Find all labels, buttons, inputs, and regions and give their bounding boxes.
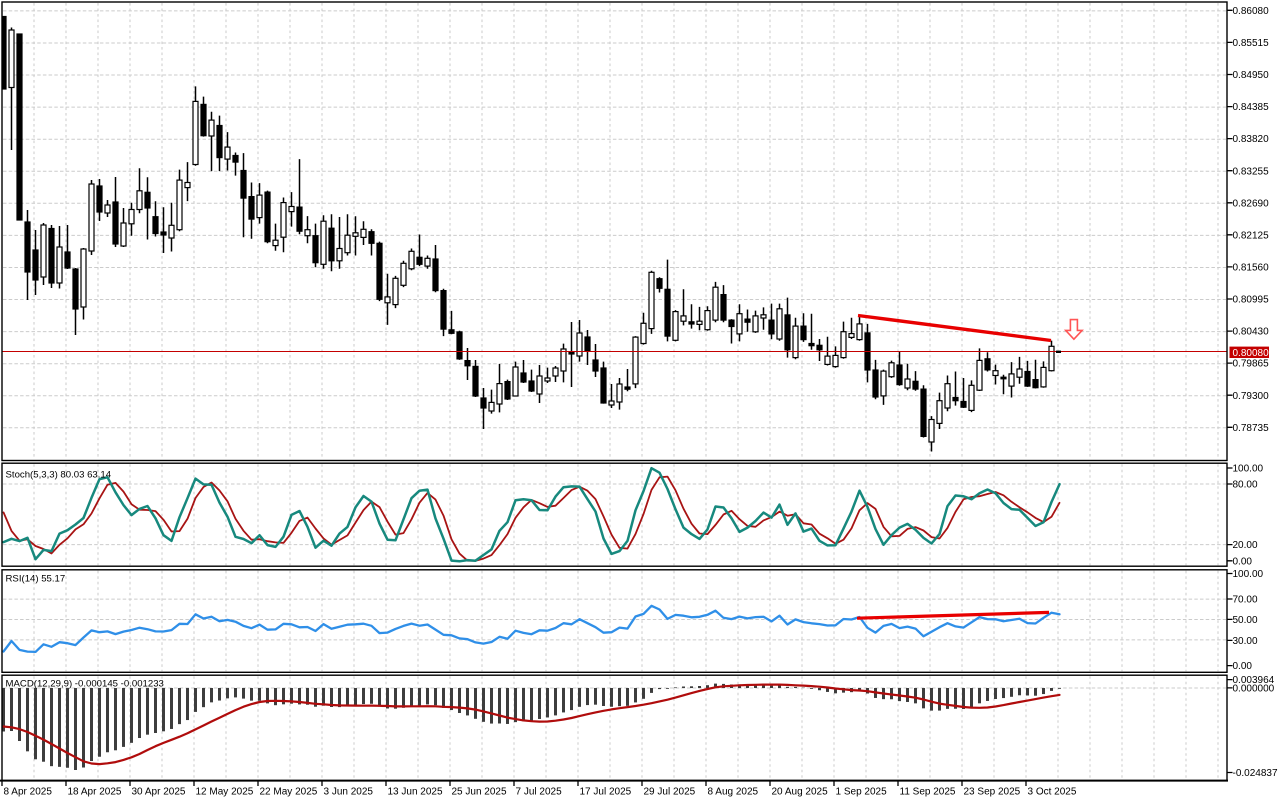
svg-text:12 May 2025: 12 May 2025 (196, 787, 254, 798)
svg-text:25 Jun 2025: 25 Jun 2025 (452, 787, 507, 798)
svg-text:3 Jun 2025: 3 Jun 2025 (324, 787, 374, 798)
svg-text:80.00: 80.00 (1233, 480, 1258, 491)
svg-text:0.80080: 0.80080 (1233, 348, 1270, 359)
svg-text:0.82125: 0.82125 (1233, 230, 1270, 241)
svg-text:0.79865: 0.79865 (1233, 359, 1270, 370)
svg-text:0.79300: 0.79300 (1233, 391, 1270, 402)
svg-text:3 Oct 2025: 3 Oct 2025 (1028, 787, 1077, 798)
svg-text:0.83820: 0.83820 (1233, 134, 1270, 145)
svg-text:30 Apr 2025: 30 Apr 2025 (132, 787, 186, 798)
svg-text:100.00: 100.00 (1233, 569, 1264, 580)
svg-text:100.00: 100.00 (1233, 464, 1264, 475)
svg-text:11 Sep 2025: 11 Sep 2025 (900, 787, 956, 798)
svg-text:0.84385: 0.84385 (1233, 102, 1270, 113)
svg-text:0.00: 0.00 (1233, 661, 1253, 672)
svg-text:20 Aug 2025: 20 Aug 2025 (772, 787, 829, 798)
svg-text:0.85515: 0.85515 (1233, 38, 1270, 49)
svg-text:23 Sep 2025: 23 Sep 2025 (964, 787, 1021, 798)
svg-text:0.84950: 0.84950 (1233, 70, 1270, 81)
svg-text:22 May 2025: 22 May 2025 (260, 787, 318, 798)
svg-text:7 Jul 2025: 7 Jul 2025 (516, 787, 563, 798)
svg-text:8 Apr 2025: 8 Apr 2025 (4, 787, 53, 798)
svg-text:Stoch(5,3,3) 80.03 63.14: Stoch(5,3,3) 80.03 63.14 (6, 469, 112, 480)
svg-text:8 Aug 2025: 8 Aug 2025 (708, 787, 759, 798)
svg-text:30.00: 30.00 (1233, 636, 1258, 647)
svg-text:0.78735: 0.78735 (1233, 423, 1270, 434)
svg-text:17 Jul 2025: 17 Jul 2025 (580, 787, 632, 798)
svg-text:18 Apr 2025: 18 Apr 2025 (68, 787, 122, 798)
svg-text:0.81560: 0.81560 (1233, 263, 1270, 274)
svg-text:0.00: 0.00 (1233, 556, 1253, 567)
svg-text:RSI(14) 55.17: RSI(14) 55.17 (6, 573, 66, 584)
svg-text:MACD(12,29,9) -0.000145 -0.001: MACD(12,29,9) -0.000145 -0.001233 (6, 678, 164, 689)
svg-text:13 Jun 2025: 13 Jun 2025 (388, 787, 443, 798)
svg-text:1 Sep 2025: 1 Sep 2025 (836, 787, 888, 798)
svg-text:0.80430: 0.80430 (1233, 327, 1270, 338)
svg-text:20.00: 20.00 (1233, 540, 1258, 551)
svg-text:0.82690: 0.82690 (1233, 198, 1270, 209)
svg-text:50.00: 50.00 (1233, 615, 1258, 626)
svg-text:0.83255: 0.83255 (1233, 166, 1270, 177)
svg-text:70.00: 70.00 (1233, 595, 1258, 606)
svg-text:0.000000: 0.000000 (1233, 684, 1275, 695)
svg-text:29 Jul 2025: 29 Jul 2025 (644, 787, 696, 798)
svg-text:0.86080: 0.86080 (1233, 6, 1270, 17)
svg-text:0.80995: 0.80995 (1233, 295, 1270, 306)
svg-text:-0.024837: -0.024837 (1233, 768, 1278, 779)
